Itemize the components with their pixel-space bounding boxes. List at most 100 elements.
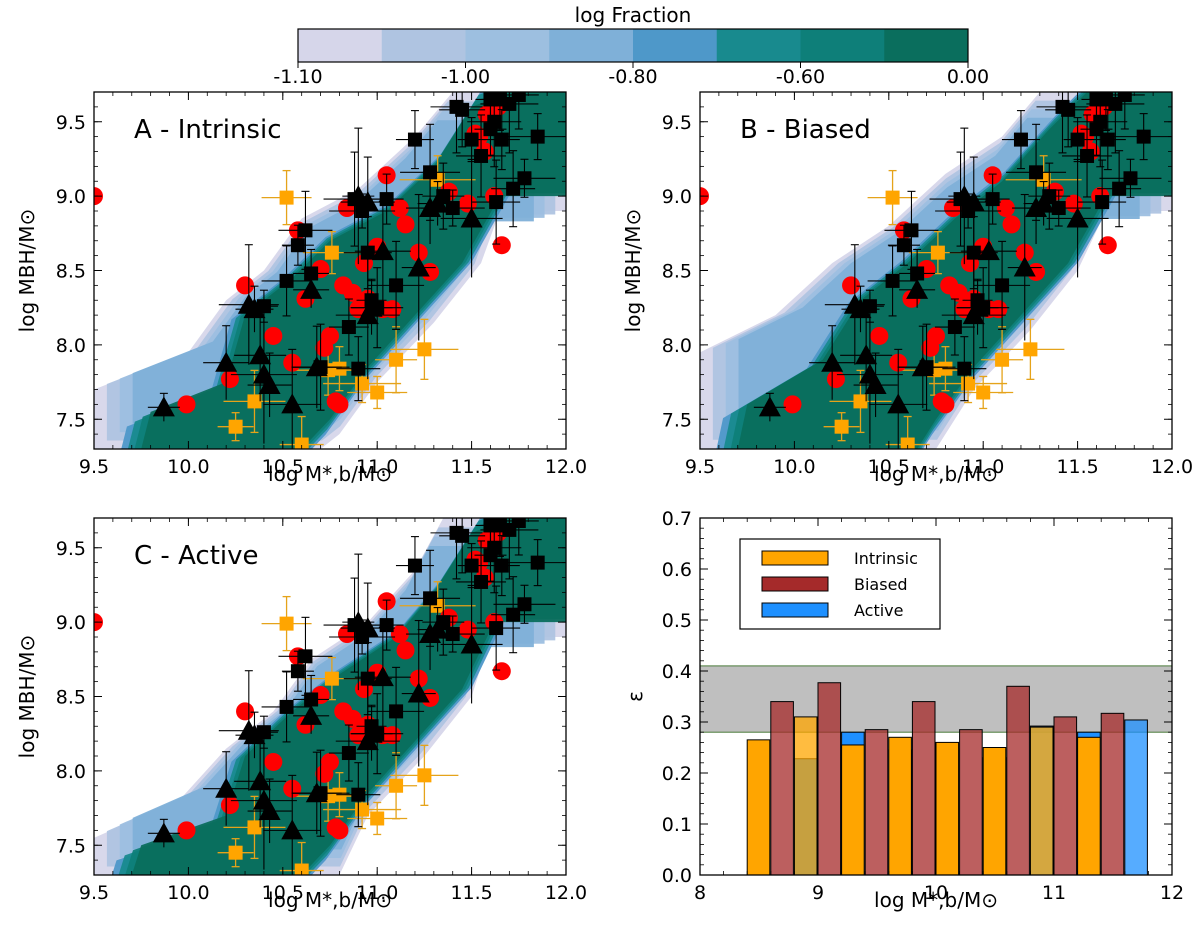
black-square-point [531,130,545,144]
orange-square-point [995,353,1009,367]
orange-square-point [931,246,945,260]
black-square-point [342,320,356,334]
orange-square-point [325,672,339,686]
y-tick-label: 0.7 [662,508,692,530]
bar-active [1125,720,1148,875]
colorbar-tick-label: -0.80 [608,66,657,88]
panel-title: A - Intrinsic [134,115,282,145]
red-circle-point [321,327,339,345]
colorbar-tick-label: 0.00 [947,66,989,88]
bar-biased [865,730,888,875]
black-square-point [298,649,312,663]
colorbar: log Fraction -1.10 -1.00 -0.80 -0.60 0.00 [273,3,989,88]
x-tick-label: 12.0 [1151,456,1193,478]
colorbar-swatch [298,29,382,62]
orange-square-point [389,353,403,367]
y-tick-label: 8.0 [56,335,86,357]
y-tick-label: 8.5 [56,687,86,709]
x-axis-label: log M*,b/M⊙ [874,462,998,486]
legend-label-intrinsic: Intrinsic [854,549,918,568]
legend-swatch-intrinsic [762,551,828,565]
black-square-point [506,182,520,196]
red-circle-point [264,753,282,771]
black-square-point [493,92,507,106]
bar-intrinsic [936,742,959,875]
y-tick-label: 9.0 [56,186,86,208]
black-square-point [948,320,962,334]
red-circle-point [870,327,888,345]
orange-square-point [247,394,261,408]
bar-intrinsic [794,717,817,875]
red-circle-point [784,395,802,413]
red-circle-point [330,395,348,413]
y-tick-label: 0.4 [662,661,692,683]
panel-d-epsilon-histogram: 8 9 10 11 12 0.0 0.1 0.2 0.3 0.4 0.5 0.6 0.7 log M*,b… [623,508,1184,912]
x-tick-label: 12 [1160,882,1184,904]
y-tick-label: 9.5 [56,538,86,560]
black-square-point [904,223,918,237]
red-circle-point [493,236,511,254]
orange-square-point [355,803,369,817]
black-square-point [389,278,403,292]
orange-square-point [370,385,384,399]
black-square-point [474,575,488,589]
red-circle-point [1003,215,1021,233]
black-square-point [280,700,294,714]
orange-square-point [280,191,294,205]
y-tick-label: 8.5 [662,261,692,283]
orange-square-point [417,768,431,782]
y-tick-label: 9.5 [662,112,692,134]
red-circle-point [493,662,511,680]
panel-title: B - Biased [740,115,871,145]
red-circle-point [459,621,477,639]
black-square-point [886,274,900,288]
x-tick-label: 10.0 [167,456,209,478]
black-square-point [1055,100,1069,114]
y-axis-label: log MBH/M⊙ [15,209,39,333]
orange-square-point [389,779,403,793]
bar-intrinsic [842,745,865,875]
legend-swatch-biased [762,577,828,591]
black-square-point [897,238,911,252]
x-axis-label: log M*,b/M⊙ [268,888,392,912]
bar-biased [818,683,841,875]
red-circle-point [178,821,196,839]
orange-square-point [853,394,867,408]
black-square-point [474,149,488,163]
red-circle-point [397,641,415,659]
red-circle-point [842,276,860,294]
colorbar-swatches [298,29,969,62]
red-circle-point [221,370,239,388]
y-tick-label: 0.5 [662,610,692,632]
x-tick-label: 9.5 [79,882,109,904]
x-tick-label: 12.0 [545,456,587,478]
orange-square-point [835,420,849,434]
red-circle-point [236,276,254,294]
panel-a-intrinsic: 9.5 10.0 10.5 11.0 11.5 12.0 7.5 8.0 8.5 9.0 9.5 lo… [15,55,587,486]
bar-intrinsic [1078,737,1101,875]
black-square-point [1071,133,1085,147]
y-axis-label: log MBH/M⊙ [15,635,39,759]
red-circle-point [827,370,845,388]
bar-intrinsic [983,748,1006,876]
colorbar-tick-label: -1.10 [273,66,322,88]
black-square-point [449,526,463,540]
bar-intrinsic [1030,727,1053,875]
x-tick-label: 9.5 [685,456,715,478]
black-square-point [495,133,509,147]
red-circle-point [330,821,348,839]
x-tick-label: 11.5 [1056,456,1098,478]
black-square-point [380,192,394,206]
black-square-point [995,278,1009,292]
black-square-point [1137,130,1151,144]
colorbar-label: log Fraction [575,3,692,27]
black-square-point [351,362,365,376]
bar-intrinsic [889,737,912,875]
y-tick-label: 9.0 [56,612,86,634]
black-square-point [1080,149,1094,163]
colorbar-swatch [717,29,801,62]
x-tick-label: 11.5 [450,882,492,904]
y-axis-label: ε [623,691,647,702]
y-tick-label: 0.2 [662,763,692,785]
colorbar-tick-label: -0.60 [776,66,825,88]
